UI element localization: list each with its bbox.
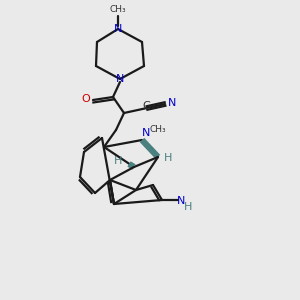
Text: N: N [168, 98, 176, 108]
Text: H: H [164, 153, 172, 163]
Text: CH₃: CH₃ [110, 4, 126, 14]
Text: CH₃: CH₃ [150, 125, 166, 134]
Text: H: H [184, 202, 192, 212]
Text: N: N [116, 74, 124, 84]
Text: C: C [142, 101, 150, 111]
Text: O: O [82, 94, 90, 104]
Text: N: N [142, 128, 150, 138]
Text: H: H [114, 156, 122, 166]
Text: N: N [114, 24, 122, 34]
Text: N: N [177, 196, 185, 206]
